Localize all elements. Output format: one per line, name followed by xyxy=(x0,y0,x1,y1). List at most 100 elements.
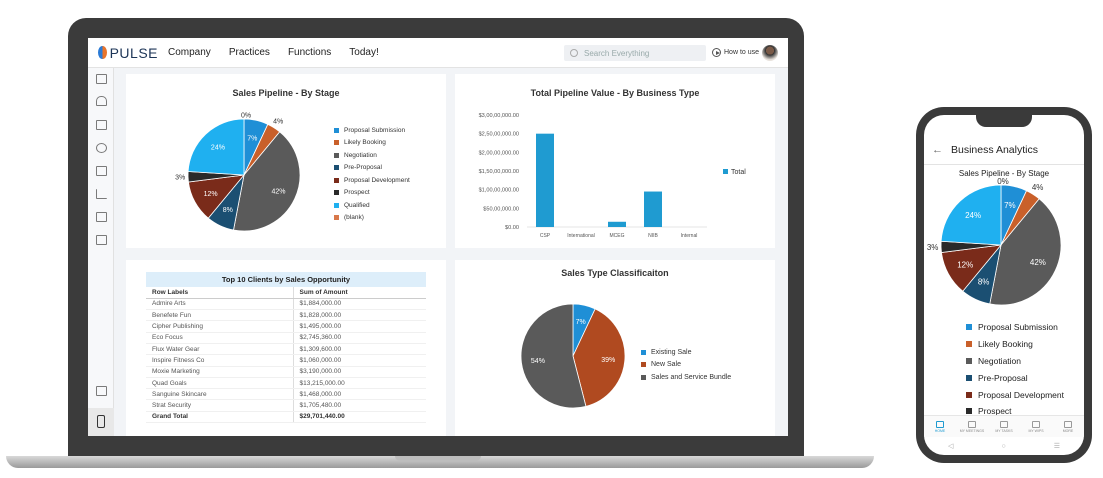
mobile-view-button[interactable] xyxy=(88,408,114,436)
tab-my-meetings[interactable]: MY MEETINGS xyxy=(956,416,988,437)
dashboard-icon[interactable] xyxy=(96,74,107,84)
pipeline-slice-negotiation[interactable] xyxy=(233,131,301,232)
tab-my-wips[interactable]: MY WIPS xyxy=(1020,416,1052,437)
sales-type-slice-new-sale[interactable] xyxy=(572,308,626,407)
y-tick-label: $3,00,00,000.00 xyxy=(479,113,519,119)
legend-label: Negotiation xyxy=(978,355,1022,366)
phone-icon xyxy=(97,415,105,428)
amount-cell: $1,705,480.00 xyxy=(292,399,426,412)
bell-icon[interactable] xyxy=(96,96,107,106)
legend-label: Qualified xyxy=(344,201,370,209)
side-rail xyxy=(88,68,114,436)
phone-chart-title: Sales Pipeline - By Stage xyxy=(958,169,1050,178)
back-arrow-icon[interactable]: ← xyxy=(932,143,943,156)
legend-swatch xyxy=(641,349,646,355)
legend-label: Likely Booking xyxy=(344,139,386,147)
table-row: Quad Goals $13,215,000.00 xyxy=(146,377,426,390)
tab-my-meetings-label: MY MEETINGS xyxy=(959,428,985,433)
phone-notch xyxy=(976,115,1032,127)
tab-home[interactable]: HOME xyxy=(924,416,956,437)
legend-item-existing-sale: Existing Sale xyxy=(641,346,731,359)
row-label-cell: Moxie Marketing xyxy=(146,366,294,378)
legend-swatch xyxy=(334,177,339,183)
legend-swatch xyxy=(641,374,646,380)
phone-header: ← Business Analytics xyxy=(924,135,1084,165)
pipeline-legend: Proposal Submission Likely Booking Negotia… xyxy=(334,124,410,224)
legend-label: Proposal Submission xyxy=(978,322,1058,333)
legend-item-proposal-development: Proposal Development xyxy=(966,386,1064,403)
nav-company[interactable]: Company xyxy=(168,47,211,58)
top-bar: PULSE Company Practices Functions Today!… xyxy=(88,38,788,68)
pipeline-value-title: Total Pipeline Value - By Business Type xyxy=(530,88,700,98)
search-input[interactable]: Search Everything xyxy=(564,45,706,61)
nav-practices[interactable]: Practices xyxy=(228,47,270,58)
tv-icon[interactable] xyxy=(96,386,107,396)
bar-mceg[interactable] xyxy=(608,221,626,227)
search-icon xyxy=(570,49,578,57)
document-icon[interactable] xyxy=(96,235,107,245)
legend-item-pre-proposal: Pre-Proposal xyxy=(966,369,1064,386)
table-row: Flux Water Gear $1,309,600.00 xyxy=(146,343,426,356)
pipeline-by-stage-panel: Sales Pipeline - By Stage 7% 4% 42% 8% 12% 3%… xyxy=(126,74,446,248)
sales-type-title: Sales Type Classificaiton xyxy=(561,268,669,278)
logo-icon xyxy=(98,46,107,59)
table-row: Moxie Marketing $3,190,000.00 xyxy=(146,366,426,378)
bar-niib[interactable] xyxy=(644,191,662,227)
how-to-use-button[interactable]: How to use xyxy=(712,48,759,57)
org-icon[interactable] xyxy=(96,212,107,222)
amount-cell: $13,215,000.00 xyxy=(292,377,426,390)
legend-label: Pre-Proposal xyxy=(978,372,1028,383)
legend-swatch xyxy=(966,341,972,348)
table-row: Admire Arts $1,884,000.00 xyxy=(146,298,426,311)
nav-functions[interactable]: Functions xyxy=(287,47,332,58)
x-tick-label: MCEG xyxy=(610,233,625,239)
legend-swatch-total xyxy=(723,169,728,174)
system-nav-bar: ◁ ○ ☰ xyxy=(924,437,1084,455)
system-back-icon[interactable]: ◁ xyxy=(948,443,954,450)
amount-cell: Sum of Amount xyxy=(292,287,426,299)
amount-cell: $3,190,000.00 xyxy=(292,366,426,378)
table-row: Sanguine Skincare $1,468,000.00 xyxy=(146,388,426,401)
phone-pipeline-slice-qualified[interactable] xyxy=(940,184,1002,246)
amount-cell: $1,495,000.00 xyxy=(292,320,426,333)
x-tick-label: NIIB xyxy=(648,233,658,239)
app-logo[interactable]: PULSE xyxy=(98,45,158,61)
legend-item-negotiation: Negotiation xyxy=(334,149,410,162)
network-icon[interactable] xyxy=(96,143,107,153)
phone-title: Business Analytics xyxy=(951,143,1038,156)
phone-pipeline-slice-negotiation[interactable] xyxy=(989,198,1062,306)
search-placeholder: Search Everything xyxy=(584,48,650,58)
legend-item-proposal-development: Proposal Development xyxy=(334,174,410,187)
sales-type-label-existing-sale: 7% xyxy=(576,319,586,326)
legend-label: Existing Sale xyxy=(651,348,692,356)
avatar[interactable] xyxy=(762,45,778,61)
legend-swatch xyxy=(334,127,339,133)
amount-cell: $1,468,000.00 xyxy=(292,388,426,401)
pipeline-label-blank: 0% xyxy=(241,112,251,119)
x-tick-label: Internal xyxy=(681,233,698,239)
legend-swatch xyxy=(966,357,972,364)
amount-cell: $2,745,360.00 xyxy=(292,332,426,344)
legend-swatch xyxy=(966,391,972,398)
table-header-row: Row Labels Sum of Amount xyxy=(146,287,426,299)
sales-type-slice-sales-and-service-bundle[interactable] xyxy=(520,303,587,409)
nav-today[interactable]: Today! xyxy=(349,47,379,58)
pipeline-value-panel: Total Pipeline Value - By Business Type … xyxy=(455,74,775,248)
legend-item-proposal-submission: Proposal Submission xyxy=(966,319,1064,336)
system-home-icon[interactable]: ○ xyxy=(1001,442,1006,450)
tab-my-tasks[interactable]: MY TASKS xyxy=(988,416,1020,437)
contact-icon[interactable] xyxy=(96,166,107,176)
system-menu-icon[interactable]: ☰ xyxy=(1053,443,1060,450)
phone-pipeline-label-proposal-development: 12% xyxy=(957,260,973,269)
pipeline-slice-qualified[interactable] xyxy=(187,118,245,176)
pipeline-label-pre-proposal: 8% xyxy=(223,207,233,214)
tab-more[interactable]: MORE xyxy=(1052,416,1084,437)
laptop-base xyxy=(6,456,874,468)
legend-label: Sales and Service Bundle xyxy=(651,373,732,381)
phone-pipeline-pie-chart: 7% 4% 42% 8% 12% 3% 24% 0% xyxy=(927,177,1062,306)
bar-chart-icon[interactable] xyxy=(96,189,107,199)
row-label-cell: Row Labels xyxy=(146,287,294,299)
clipboard-icon[interactable] xyxy=(96,120,107,130)
bar-csp[interactable] xyxy=(536,133,554,227)
sales-type-panel: Sales Type Classificaiton 7% 39% 54% Exist… xyxy=(455,260,775,436)
